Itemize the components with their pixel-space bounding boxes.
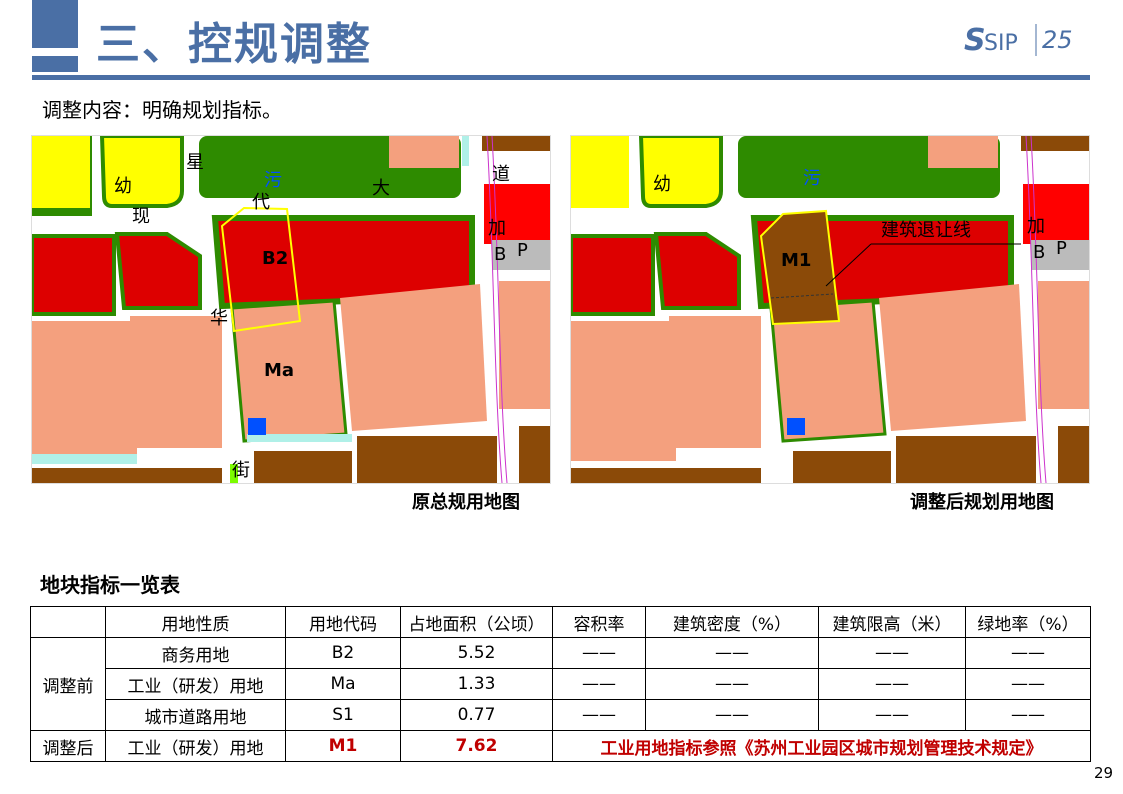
page-title: 三、控规调整	[96, 19, 372, 70]
svg-text:B2: B2	[262, 248, 288, 269]
cell: S1	[285, 699, 401, 731]
svg-text:B: B	[1033, 242, 1045, 263]
header-cell: 建筑密度（%）	[645, 606, 819, 638]
cell: ——	[645, 637, 819, 669]
page-number: 29	[1094, 764, 1114, 782]
svg-text:M1: M1	[781, 250, 811, 271]
cell: 城市道路用地	[105, 699, 286, 731]
svg-text:现: 现	[132, 206, 150, 227]
table-row: 城市道路用地 S1 0.77 —— —— —— ——	[31, 699, 1091, 731]
cell: ——	[965, 668, 1091, 700]
original-land-use-map: B2 Ma 幼 污 星 现 代 大 道 加 华 街 B P	[31, 135, 551, 484]
title-accent-bar	[32, 0, 78, 48]
plot-index-table: 用地性质 用地代码 占地面积（公顷） 容积率 建筑密度（%） 建筑限高（米） 绿…	[30, 606, 1091, 762]
cell: M1	[285, 730, 401, 762]
cell: B2	[285, 637, 401, 669]
cell: Ma	[285, 668, 401, 700]
svg-text:幼: 幼	[114, 176, 132, 197]
svg-text:道: 道	[492, 164, 510, 185]
svg-text:污: 污	[803, 168, 821, 189]
cell: 0.77	[400, 699, 553, 731]
cell: 工业（研发）用地	[105, 730, 286, 762]
sip-logo: S SIP 25	[964, 23, 1073, 58]
adjusted-land-use-map: M1 建筑退让线 幼 污 加 B P	[570, 135, 1090, 484]
title-divider	[32, 75, 1090, 80]
svg-text:华: 华	[210, 308, 228, 329]
cell: ——	[552, 699, 646, 731]
svg-text:代: 代	[252, 192, 270, 213]
header-cell: 绿地率（%）	[965, 606, 1091, 638]
table-row: 调整前 商务用地 B2 5.52 —— —— —— ——	[30, 637, 1091, 731]
svg-text:25: 25	[1042, 26, 1073, 54]
svg-text:S: S	[964, 23, 986, 58]
cell: 工业（研发）用地	[105, 668, 286, 700]
cell: ——	[965, 637, 1091, 669]
table-title: 地块指标一览表	[40, 573, 180, 597]
svg-text:B: B	[494, 244, 506, 265]
cell: 1.33	[400, 668, 553, 700]
original-map-caption: 原总规用地图	[412, 492, 520, 513]
reference-note: 工业用地指标参照《苏州工业园区城市规划管理技术规定》	[552, 730, 1091, 762]
adjusted-map-caption: 调整后规划用地图	[910, 492, 1054, 513]
cell: ——	[645, 699, 819, 731]
cell: ——	[965, 699, 1091, 731]
cell: ——	[818, 668, 966, 700]
header-cell: 用地代码	[285, 606, 401, 638]
before-label: 调整前	[30, 637, 106, 731]
after-label: 调整后	[30, 730, 106, 762]
svg-text:加: 加	[488, 218, 506, 239]
svg-text:大: 大	[372, 178, 390, 199]
svg-text:幼: 幼	[653, 174, 671, 195]
cell: ——	[552, 668, 646, 700]
title-accent-bar-small	[32, 56, 78, 72]
svg-text:Ma: Ma	[264, 360, 294, 381]
svg-text:SIP: SIP	[984, 31, 1018, 56]
svg-text:加: 加	[1027, 216, 1045, 237]
svg-text:污: 污	[264, 170, 282, 191]
svg-text:建筑退让线: 建筑退让线	[881, 220, 971, 241]
header-cell: 用地性质	[105, 606, 286, 638]
svg-text:P: P	[517, 240, 528, 261]
cell: 7.62	[400, 730, 553, 762]
cell: 5.52	[400, 637, 553, 669]
table-header-row: 用地性质 用地代码 占地面积（公顷） 容积率 建筑密度（%） 建筑限高（米） 绿…	[30, 606, 1091, 638]
svg-text:街: 街	[232, 460, 250, 481]
svg-text:星: 星	[186, 152, 204, 173]
table-row: 工业（研发）用地 Ma 1.33 —— —— —— ——	[31, 668, 1091, 700]
cell: ——	[818, 637, 966, 669]
cell: ——	[552, 637, 646, 669]
adjustment-content: 调整内容：明确规划指标。	[42, 98, 282, 122]
header-cell: 占地面积（公顷）	[400, 606, 553, 638]
header-cell: 建筑限高（米）	[818, 606, 966, 638]
cell: 商务用地	[105, 637, 286, 669]
cell: ——	[645, 668, 819, 700]
header-cell: 容积率	[552, 606, 646, 638]
svg-text:P: P	[1056, 238, 1067, 259]
cell: ——	[818, 699, 966, 731]
table-row-after: 调整后 工业（研发）用地 M1 7.62 工业用地指标参照《苏州工业园区城市规划…	[30, 730, 1091, 762]
